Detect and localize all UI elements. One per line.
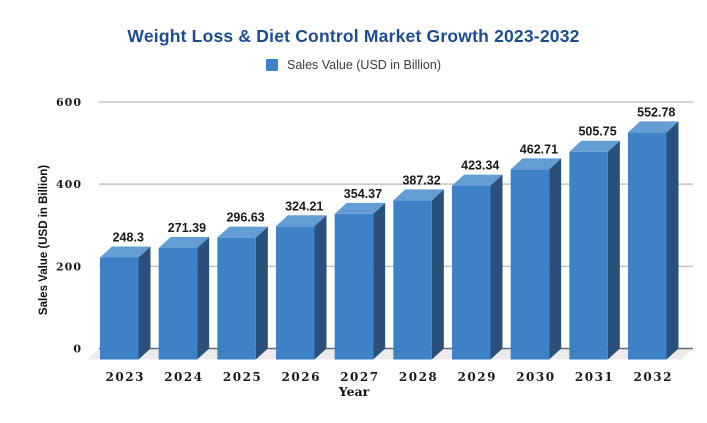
bar-top-face <box>100 246 151 258</box>
bar-top-face <box>158 237 210 249</box>
bar-value-label: 271.39 <box>168 221 206 235</box>
bar-side-face <box>314 215 327 360</box>
x-tick-label-2023: 2023 <box>106 370 145 384</box>
bar-top-face <box>628 121 679 133</box>
bar-value-label: 248.3 <box>113 230 144 244</box>
bar-2024: 271.39 2024 <box>158 221 210 384</box>
bar-front-face <box>393 200 432 360</box>
bar-2031: 505.75 2031 <box>569 125 620 384</box>
bar-value-label: 387.32 <box>402 173 440 187</box>
bar-side-face <box>549 158 562 360</box>
bar-value-label: 324.21 <box>285 199 323 213</box>
bar-2023: 248.3 2023 <box>100 230 151 384</box>
bar-top-face <box>334 202 386 214</box>
bar-2027: 354.37 2027 <box>334 187 386 384</box>
bar-front-face <box>628 132 667 360</box>
bar-2028: 387.32 2028 <box>393 173 444 384</box>
bar-front-face <box>100 257 139 360</box>
bar-front-face <box>452 185 491 360</box>
bar-value-label: 505.75 <box>578 125 616 139</box>
bar-front-face <box>158 248 198 360</box>
bar-value-label: 296.63 <box>226 211 264 225</box>
bar-2025: 296.63 2025 <box>217 211 268 384</box>
legend-swatch <box>266 59 278 71</box>
y-axis-title: Sales Value (USD in Billion) <box>38 164 50 316</box>
bar-2026: 324.21 2026 <box>276 199 327 384</box>
bar-top-face <box>276 215 327 227</box>
y-tick-label-400: 400 <box>56 178 82 191</box>
legend-label: Sales Value (USD in Billion) <box>287 58 441 72</box>
x-tick-label-2026: 2026 <box>282 370 321 384</box>
bar-2032: 552.78 2032 <box>628 105 679 384</box>
bar-side-face <box>666 121 679 360</box>
chart-title: Weight Loss & Diet Control Market Growth… <box>127 26 580 46</box>
x-tick-label-2029: 2029 <box>458 370 497 384</box>
bar-2029: 423.34 2029 <box>452 159 503 384</box>
bar-value-label: 423.34 <box>461 159 499 173</box>
y-tick-label-0: 0 <box>73 343 82 356</box>
bar-side-face <box>431 189 444 360</box>
bar-front-face <box>334 213 374 360</box>
bar-value-label: 552.78 <box>637 105 675 119</box>
x-tick-label-2032: 2032 <box>634 370 673 384</box>
bar-top-face <box>452 174 503 186</box>
bar-side-face <box>197 237 210 360</box>
bar-front-face <box>510 169 550 360</box>
x-tick-label-2027: 2027 <box>340 370 379 384</box>
bar-side-face <box>255 226 268 360</box>
x-tick-label-2030: 2030 <box>516 370 555 384</box>
bar-value-label: 462.71 <box>520 142 558 156</box>
bar-side-face <box>138 246 151 360</box>
bar-side-face <box>607 140 620 360</box>
bar-side-face <box>490 174 503 360</box>
bar-value-label: 354.37 <box>344 187 382 201</box>
bar-side-face <box>373 202 386 360</box>
x-tick-label-2025: 2025 <box>223 370 262 384</box>
bar-top-face <box>569 140 620 152</box>
x-tick-label-2024: 2024 <box>164 370 203 384</box>
bar-top-face <box>217 226 268 238</box>
legend: Sales Value (USD in Billion) <box>0 58 707 72</box>
y-tick-label-600: 600 <box>56 96 82 109</box>
y-tick-label-200: 200 <box>56 260 82 273</box>
x-axis-title: Year <box>338 384 370 399</box>
bar-top-face <box>510 158 562 170</box>
x-tick-label-2028: 2028 <box>399 370 438 384</box>
bar-2030: 462.71 2030 <box>510 142 562 384</box>
x-tick-label-2031: 2031 <box>575 370 614 384</box>
bar-front-face <box>569 151 608 360</box>
bar-front-face <box>217 237 256 360</box>
bar-top-face <box>393 189 444 201</box>
bar-front-face <box>276 226 315 360</box>
